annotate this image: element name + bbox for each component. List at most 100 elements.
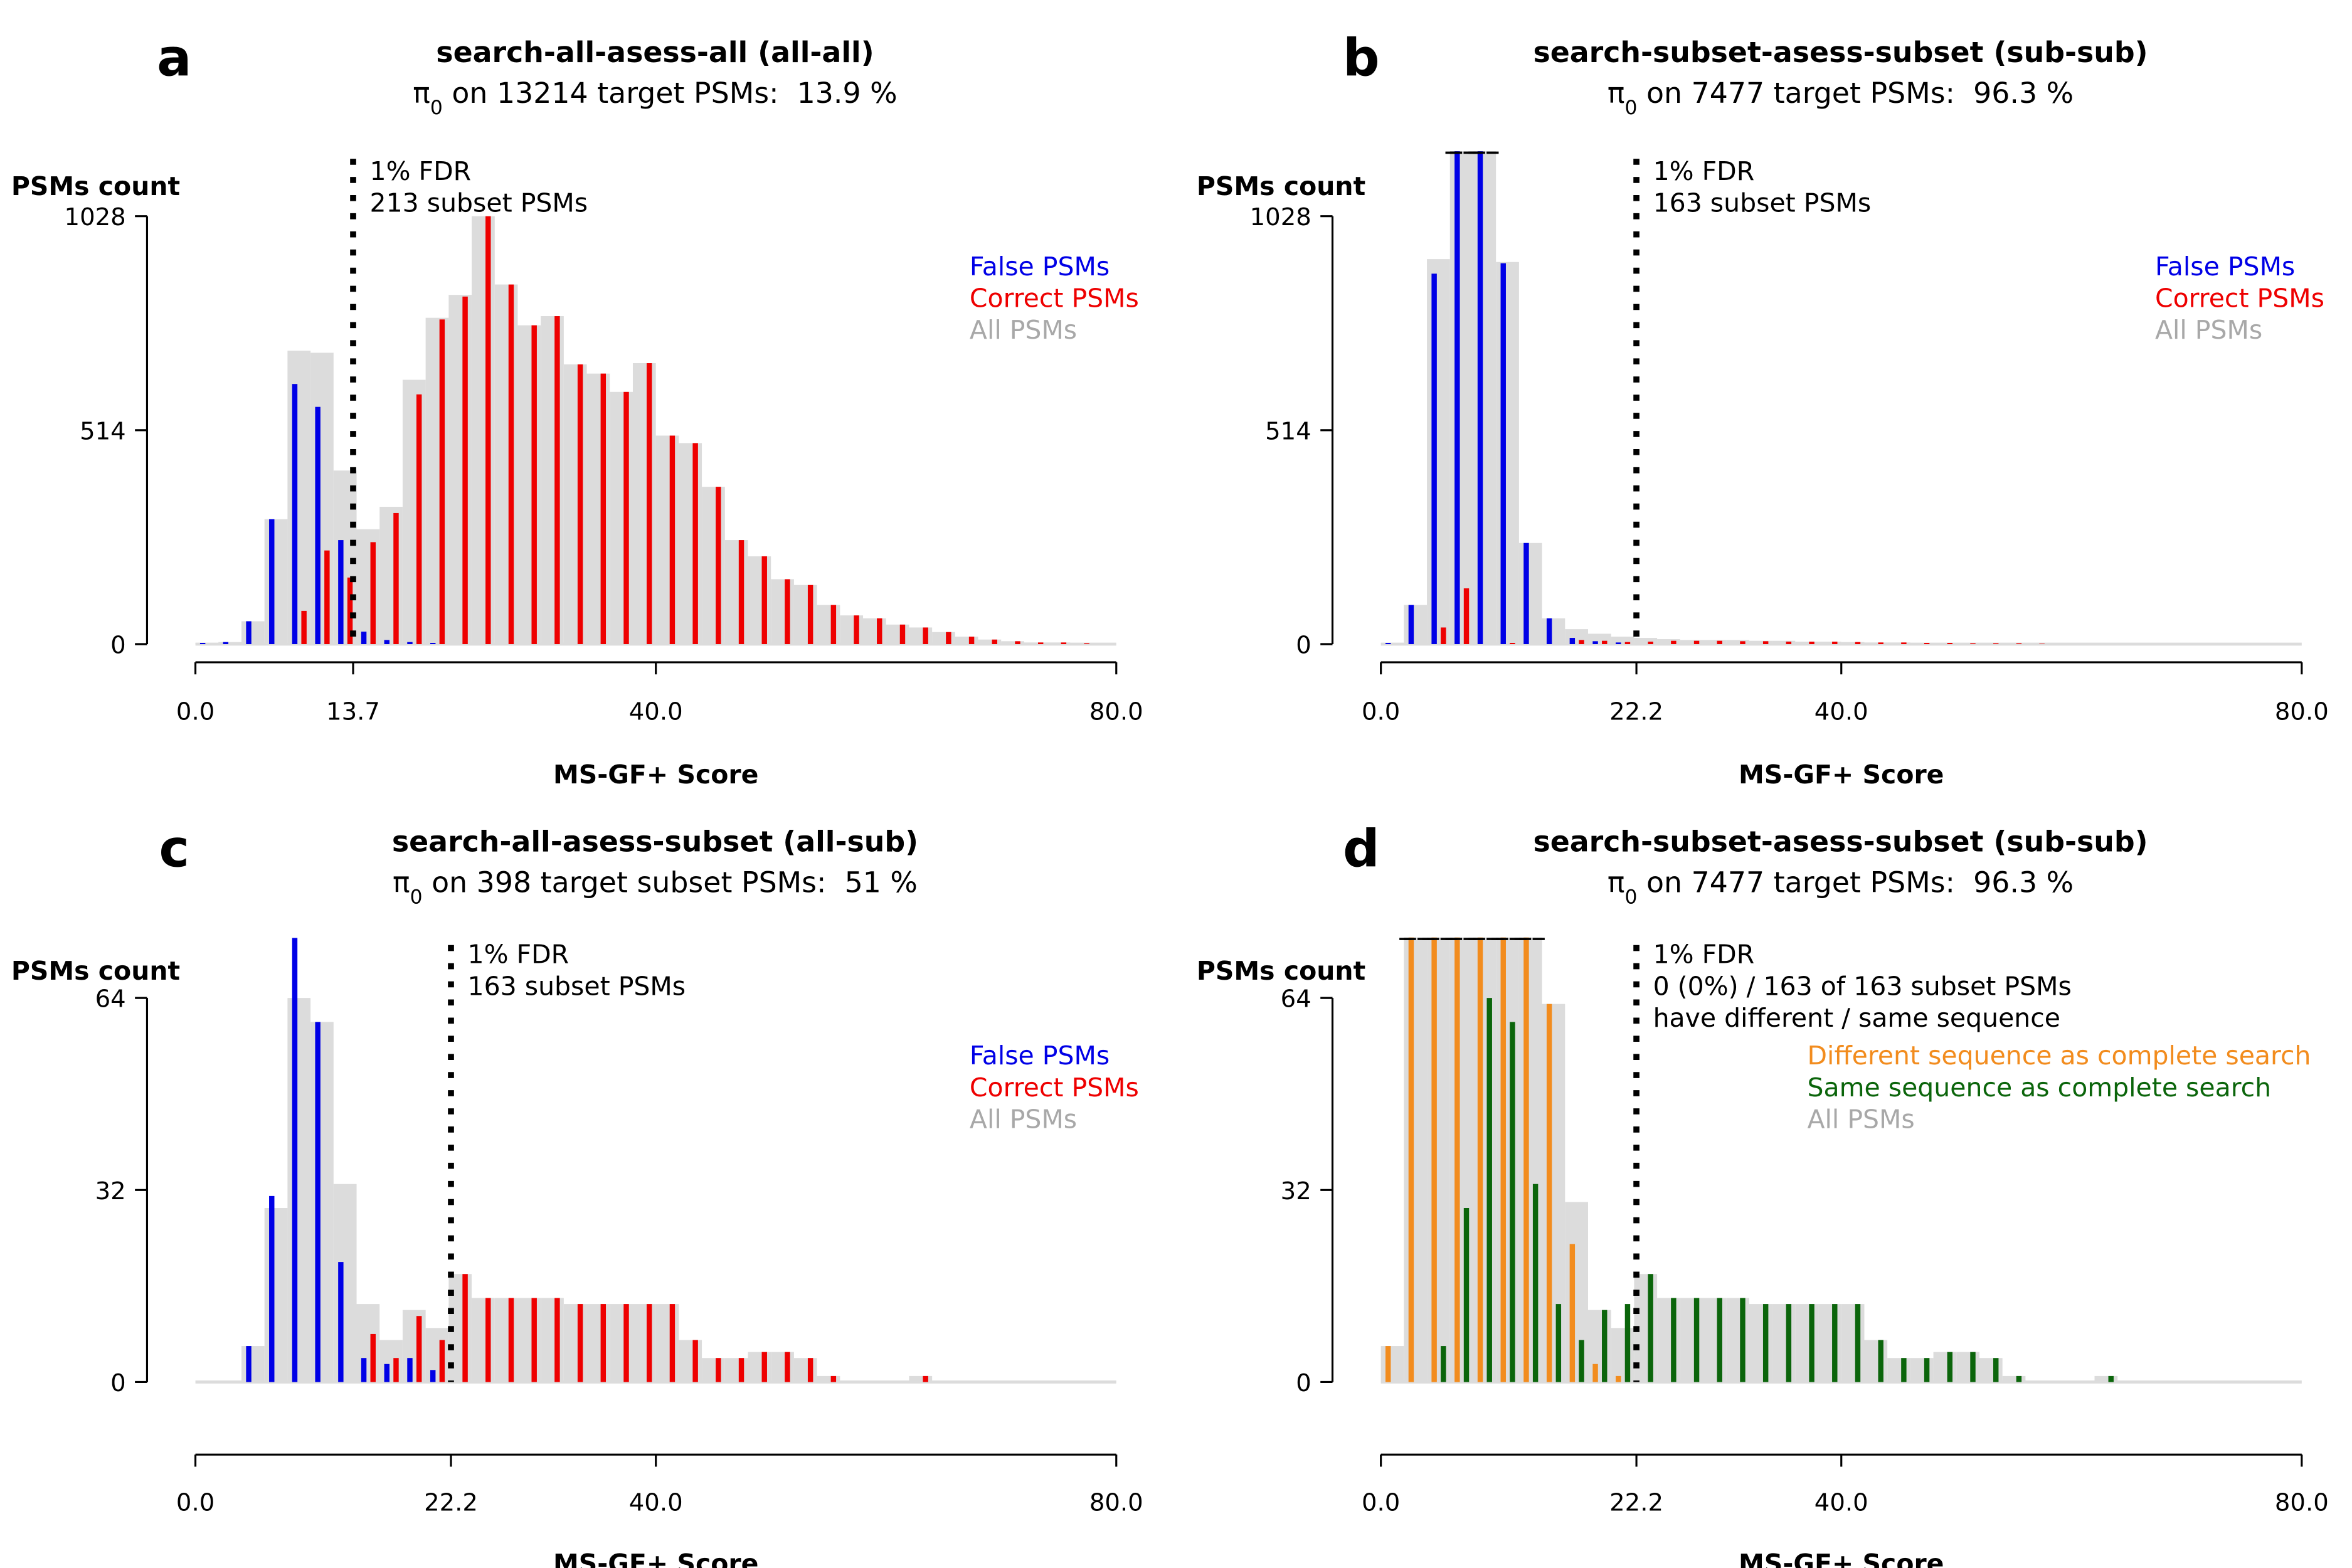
bar <box>1380 643 1404 645</box>
bar <box>1901 642 1907 645</box>
bar <box>1818 642 1841 645</box>
bar <box>923 627 928 645</box>
bar <box>1910 1358 1934 1382</box>
bar <box>1947 1352 1953 1382</box>
bar <box>338 1262 344 1382</box>
bar <box>785 579 790 645</box>
bar <box>863 618 886 645</box>
bar <box>1037 642 1044 645</box>
bar <box>379 506 403 645</box>
legend-entry: Different sequence as complete search <box>1808 1041 2311 1071</box>
bar <box>425 317 449 645</box>
bar <box>1809 1304 1814 1382</box>
y-axis-label: PSMs count <box>11 956 180 986</box>
subtitle-part: 0 <box>430 97 443 119</box>
bar <box>1841 1304 1865 1382</box>
bar <box>223 642 229 645</box>
bar <box>1496 937 1519 1382</box>
bar <box>1546 618 1552 645</box>
bar <box>1717 640 1722 645</box>
bar <box>310 1022 334 1382</box>
bar <box>1542 1004 1565 1382</box>
bar <box>1947 643 1953 645</box>
legend-entry: False PSMs <box>970 1041 1110 1071</box>
subtitle-part: π <box>393 865 410 899</box>
x-tick-label: 40.0 <box>1814 698 1868 726</box>
panel-letter: a <box>157 29 191 88</box>
bar <box>563 1304 587 1382</box>
bar <box>647 1304 652 1382</box>
bar <box>1602 1310 1608 1382</box>
plot-area <box>1380 937 2302 1384</box>
bar <box>1726 640 1749 645</box>
bar <box>494 1298 518 1382</box>
bar <box>1001 641 1024 645</box>
bar <box>1864 642 1888 645</box>
bar <box>2108 1375 2114 1382</box>
bar <box>1047 642 1071 645</box>
bar <box>623 1304 629 1382</box>
bar <box>1749 640 1772 645</box>
bar <box>600 373 607 645</box>
bar <box>716 1358 721 1382</box>
bar <box>1795 642 1819 645</box>
bar <box>1762 1304 1769 1382</box>
bar <box>1569 1244 1576 1382</box>
bar <box>541 1298 564 1382</box>
x-axis-label: MS-GF+ Score <box>553 760 758 790</box>
bar <box>485 1298 491 1382</box>
bar <box>1703 1298 1727 1382</box>
bar <box>724 540 748 645</box>
bar <box>218 642 242 645</box>
bar <box>508 284 514 645</box>
bar <box>439 319 445 645</box>
bar <box>287 998 311 1382</box>
bar <box>1624 1304 1631 1382</box>
y-tick-label: 64 <box>1281 985 1311 1014</box>
annotation: 1% FDR <box>1653 940 1755 970</box>
bar <box>1616 642 1621 645</box>
x-tick-label: 0.0 <box>1362 1488 1400 1517</box>
bar <box>1463 1208 1470 1382</box>
bar <box>2094 1375 2118 1382</box>
bar <box>462 1274 468 1382</box>
bar <box>1602 640 1608 645</box>
bar <box>923 1375 928 1382</box>
bar <box>946 632 951 645</box>
bar <box>1693 640 1700 645</box>
bar <box>1380 1346 1404 1382</box>
bar <box>384 1364 390 1382</box>
bar <box>1473 151 1496 645</box>
bar <box>269 519 275 645</box>
bar <box>430 1370 436 1382</box>
bar <box>632 1304 656 1382</box>
bar <box>968 637 975 645</box>
bar <box>1579 1340 1584 1382</box>
bar <box>702 487 725 645</box>
panel-letter: b <box>1343 29 1380 88</box>
x-axis-label: MS-GF+ Score <box>553 1549 758 1568</box>
bar <box>1592 641 1598 645</box>
bar <box>393 512 399 645</box>
bar <box>370 542 376 645</box>
bar <box>1657 1298 1680 1382</box>
x-tick-label: 80.0 <box>1089 698 1143 726</box>
bar <box>1671 1298 1677 1382</box>
legend-entry: Correct PSMs <box>970 283 1139 313</box>
subtitle-part: π <box>1608 865 1625 899</box>
bar <box>807 1358 813 1382</box>
bar <box>1500 263 1506 645</box>
bar <box>356 529 380 645</box>
bar <box>531 325 537 645</box>
bar <box>840 615 864 645</box>
bar <box>1809 642 1814 645</box>
bar <box>347 577 353 645</box>
x-tick-label: 80.0 <box>2275 698 2329 726</box>
bar <box>1588 1310 1611 1382</box>
bar <box>830 1375 837 1382</box>
bar <box>655 435 679 645</box>
panel: d search-subset-asess-subset (sub-sub)π0 … <box>1197 819 2329 1568</box>
bar <box>807 585 813 645</box>
bar <box>1624 642 1631 645</box>
bar <box>830 605 837 645</box>
